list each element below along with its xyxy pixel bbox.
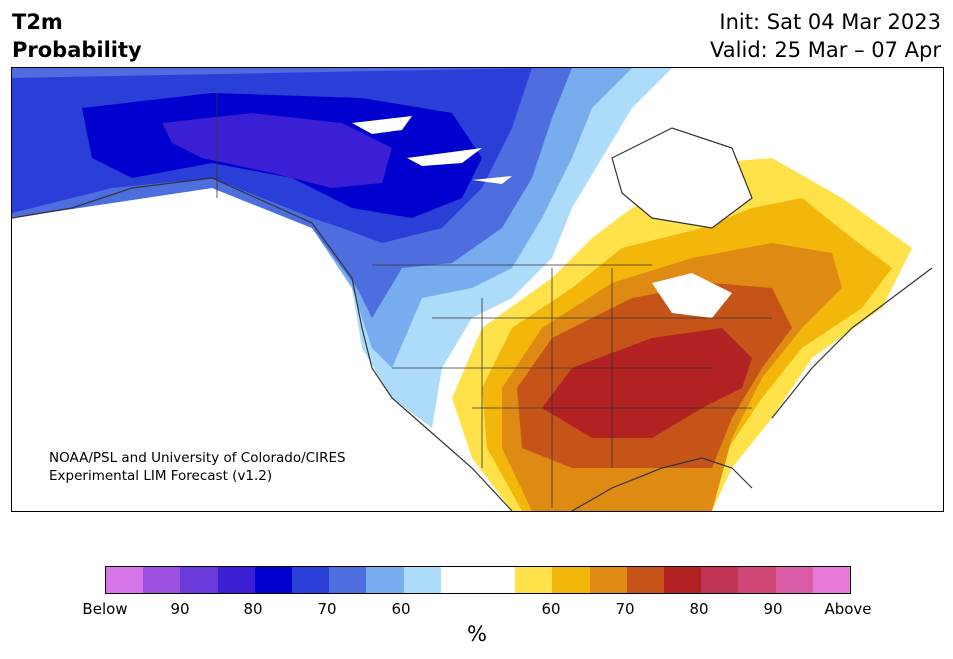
great-lakes (652, 273, 732, 318)
hudson-bay (612, 128, 752, 228)
valid-date: Valid: 25 Mar – 07 Apr (710, 38, 941, 62)
colorbar-tick-label: 70 (317, 600, 337, 618)
colorbar-tick-label: Above (824, 600, 872, 618)
colorbar-segment (143, 567, 181, 593)
region-below-core (162, 113, 392, 188)
title-line-2: Probability (12, 38, 142, 62)
colorbar-segment (515, 567, 553, 593)
colorbar-segment (254, 567, 293, 593)
colorbar-tick-label: 90 (763, 600, 783, 618)
region-above-high (542, 328, 752, 438)
map-canvas (12, 68, 933, 511)
colorbar-segment (366, 567, 404, 593)
colorbar-segment (180, 567, 218, 593)
political-borders (216, 93, 772, 508)
colorbar-segment (403, 567, 441, 593)
coastlines (12, 127, 933, 511)
map-credit: NOAA/PSL and University of Colorado/CIRE… (49, 449, 346, 485)
lake-athabasca (472, 176, 512, 184)
colorbar-segment (589, 567, 627, 593)
colorbar-tick-label: 80 (689, 600, 709, 618)
colorbar-segment (775, 567, 813, 593)
colorbar-segment (626, 567, 665, 593)
colorbar-tick-label: 70 (615, 600, 635, 618)
credit-line-2: Experimental LIM Forecast (v1.2) (49, 468, 273, 484)
great-bear-lake (352, 116, 412, 134)
forecast-dates: Init: Sat 04 Mar 2023 Valid: 25 Mar – 07… (710, 8, 941, 64)
great-slave-lake (407, 148, 482, 166)
colorbar-tick-label: 60 (391, 600, 411, 618)
colorbar-segment (701, 567, 739, 593)
colorbar-segment (292, 567, 330, 593)
init-date: Init: Sat 04 Mar 2023 (719, 10, 941, 34)
map-title: T2m Probability (12, 8, 142, 64)
colorbar-segment (217, 567, 255, 593)
colorbar-tick-label: 90 (170, 600, 190, 618)
colorbar-tick-label: Below (82, 600, 128, 618)
colorbar-unit: % (467, 622, 487, 646)
colorbar-segment (329, 567, 367, 593)
colorbar-segment (106, 567, 144, 593)
colorbar-segment (812, 567, 851, 593)
colorbar-segment (440, 567, 479, 593)
colorbar-segment (478, 567, 516, 593)
probability-map: NOAA/PSL and University of Colorado/CIRE… (11, 67, 944, 512)
colorbar-segment (552, 567, 590, 593)
colorbar-tick-label: 80 (243, 600, 263, 618)
colorbar-segment (738, 567, 776, 593)
colorbar-tick-label: 60 (541, 600, 561, 618)
colorbar (105, 566, 851, 594)
title-line-1: T2m (12, 10, 63, 34)
credit-line-1: NOAA/PSL and University of Colorado/CIRE… (49, 450, 346, 466)
colorbar-segment (664, 567, 702, 593)
